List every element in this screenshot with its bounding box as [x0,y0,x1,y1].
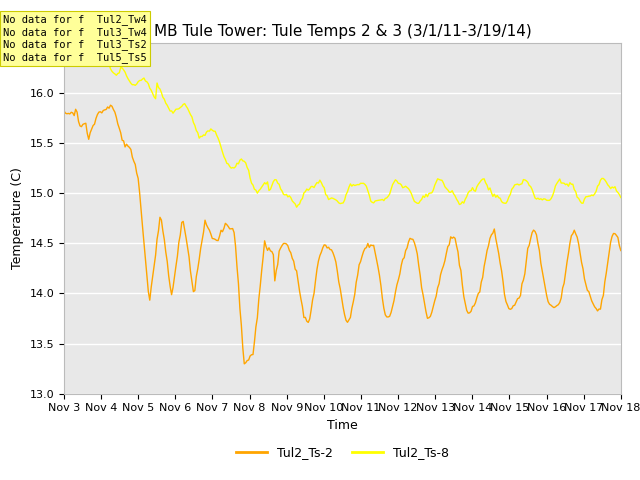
Tul2_Ts-2 [460,293,468,299]
Tul2_Ts-2 [97,109,104,115]
Tul2_Ts-2 [349,299,357,305]
X-axis label: Time: Time [327,419,358,432]
Tul2_Ts-8 [79,49,87,55]
Tul2_Ts-2 [617,248,625,253]
Y-axis label: Temperature (C): Temperature (C) [11,168,24,269]
Tul2_Ts-8 [460,200,468,206]
Tul2_Ts-2 [543,293,550,299]
Tul2_Ts-2 [79,121,87,127]
Tul2_Ts-2 [107,102,115,108]
Tul2_Ts-2 [241,361,248,367]
Line: Tul2_Ts-8: Tul2_Ts-8 [64,49,621,207]
Tul2_Ts-8 [60,51,68,57]
Tul2_Ts-2 [60,108,68,114]
Title: MB Tule Tower: Tule Temps 2 & 3 (3/1/11-3/19/14): MB Tule Tower: Tule Temps 2 & 3 (3/1/11-… [154,24,531,39]
Legend: Tul2_Ts-2, Tul2_Ts-8: Tul2_Ts-2, Tul2_Ts-8 [231,442,454,465]
Tul2_Ts-8 [617,195,625,201]
Line: Tul2_Ts-2: Tul2_Ts-2 [64,105,621,364]
Tul2_Ts-8 [292,204,300,210]
Tul2_Ts-2 [616,243,623,249]
Tul2_Ts-8 [349,182,357,188]
Tul2_Ts-8 [98,58,106,63]
Text: No data for f  Tul2_Tw4
No data for f  Tul3_Tw4
No data for f  Tul3_Ts2
No data : No data for f Tul2_Tw4 No data for f Tul… [3,14,147,63]
Tul2_Ts-8 [543,197,550,203]
Tul2_Ts-8 [81,46,88,52]
Tul2_Ts-8 [616,192,623,197]
